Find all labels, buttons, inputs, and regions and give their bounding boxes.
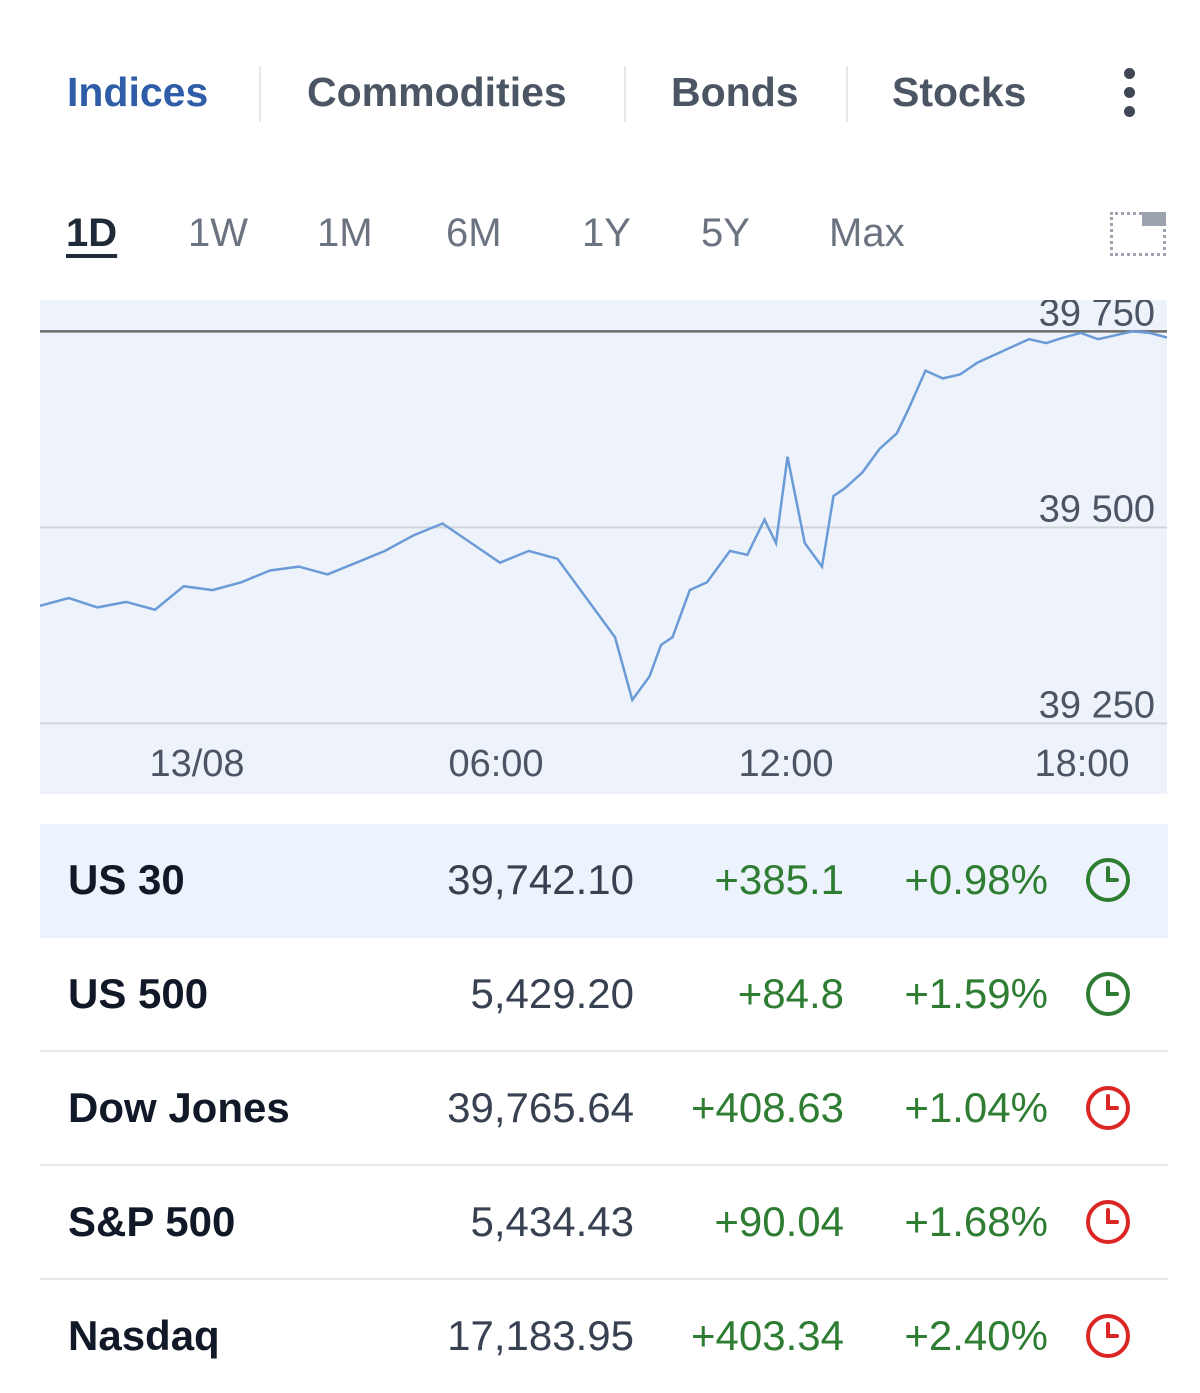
price-line: [39, 330, 1168, 703]
change-value: +84.8: [737, 970, 844, 1017]
range-6m[interactable]: 6M: [446, 211, 502, 255]
change-percent: +2.40%: [904, 1312, 1048, 1359]
change-percent: +0.98%: [904, 856, 1048, 903]
quote-row-us500[interactable]: US 500 5,429.20 +84.8 +1.59%: [40, 938, 1168, 1052]
change-value: +385.1: [714, 856, 844, 903]
range-1y[interactable]: 1Y: [582, 211, 631, 255]
range-1w[interactable]: 1W: [188, 211, 248, 255]
clock-icon: [1086, 1200, 1130, 1244]
x-axis-labels: 13/08 06:00 12:00 18:00: [149, 743, 1129, 785]
tab-stocks[interactable]: Stocks: [892, 69, 1027, 115]
instrument-name: Dow Jones: [68, 1084, 290, 1131]
quote-row-nasdaq[interactable]: Nasdaq 17,183.95 +403.34 +2.40%: [40, 1280, 1168, 1392]
quote-row-us30[interactable]: US 30 39,742.10 +385.1 +0.98%: [40, 824, 1168, 938]
instrument-name: S&P 500: [68, 1198, 236, 1245]
y-axis-labels: 39 750 39 500 39 250: [1039, 300, 1155, 726]
tab-divider: [624, 66, 626, 122]
quote-row-dow-jones[interactable]: Dow Jones 39,765.64 +408.63 +1.04%: [40, 1052, 1168, 1166]
clock-icon: [1086, 1314, 1130, 1358]
quote-row-sp500[interactable]: S&P 500 5,434.43 +90.04 +1.68%: [40, 1166, 1168, 1280]
change-value: +408.63: [691, 1084, 844, 1131]
x-tick-label: 06:00: [448, 743, 543, 785]
tab-commodities[interactable]: Commodities: [307, 69, 567, 115]
tab-bonds[interactable]: Bonds: [671, 69, 799, 115]
time-range-selector: 1D 1W 1M 6M 1Y 5Y Max: [40, 200, 1168, 266]
price-chart[interactable]: 39 750 39 500 39 250 13/08 06:00 12:00 18:00: [0, 300, 1200, 800]
change-percent: +1.59%: [904, 970, 1048, 1017]
last-price: 5,434.43: [470, 1198, 635, 1245]
instrument-name: US 500: [68, 970, 209, 1017]
change-percent: +1.68%: [904, 1198, 1048, 1245]
clock-icon: [1086, 1086, 1130, 1130]
price-area: [40, 331, 1167, 794]
change-value: +403.34: [691, 1312, 844, 1359]
x-tick-label: 18:00: [1034, 743, 1129, 785]
last-price: 17,183.95: [447, 1312, 634, 1359]
chart-svg: 39 750 39 500 39 250 13/08 06:00 12:00 18:00: [39, 300, 1168, 794]
last-price: 39,765.64: [447, 1084, 634, 1131]
range-5y[interactable]: 5Y: [701, 211, 750, 255]
y-tick-label: 39 750: [1039, 300, 1155, 334]
tab-divider: [259, 66, 261, 122]
last-price: 39,742.10: [447, 856, 634, 903]
clock-icon: [1086, 972, 1130, 1016]
chart-grid: [40, 330, 1167, 725]
change-percent: +1.04%: [904, 1084, 1048, 1131]
instrument-name: Nasdaq: [68, 1312, 220, 1359]
range-1d[interactable]: 1D: [66, 211, 118, 255]
expand-chart-icon[interactable]: [1110, 212, 1166, 256]
clock-icon: [1086, 858, 1130, 902]
last-price: 5,429.20: [470, 970, 635, 1017]
more-options-icon[interactable]: [1118, 66, 1142, 120]
x-tick-label: 12:00: [738, 743, 833, 785]
y-tick-label: 39 250: [1039, 684, 1155, 726]
quotes-table: US 30 39,742.10 +385.1 +0.98% US 500 5,4…: [40, 824, 1168, 1392]
range-max[interactable]: Max: [829, 211, 905, 255]
change-value: +90.04: [714, 1198, 844, 1245]
category-tabs: Indices Commodities Bonds Stocks: [40, 60, 1168, 124]
tab-divider: [846, 66, 848, 122]
tab-indices[interactable]: Indices: [67, 69, 209, 115]
y-tick-label: 39 500: [1039, 488, 1155, 530]
range-1m[interactable]: 1M: [317, 211, 373, 255]
instrument-name: US 30: [68, 856, 185, 903]
x-tick-label: 13/08: [149, 743, 244, 785]
